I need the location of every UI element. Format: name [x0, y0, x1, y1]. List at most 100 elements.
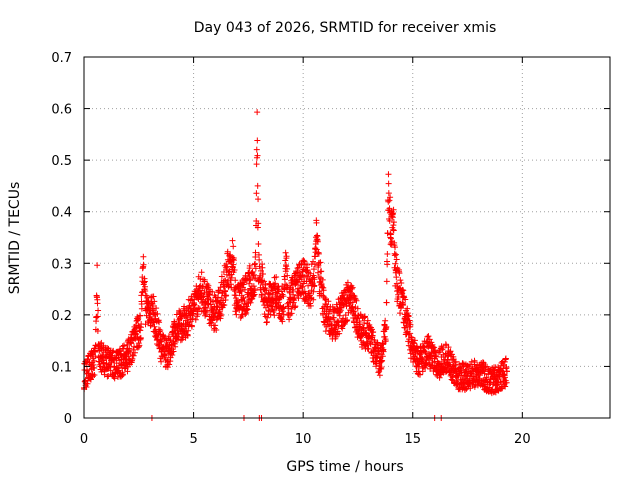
data-point	[377, 354, 384, 361]
data-point	[221, 302, 228, 309]
data-point	[419, 368, 426, 375]
data-point	[413, 363, 420, 370]
y-tick-label: 0.4	[51, 206, 72, 221]
data-point	[433, 353, 440, 360]
data-point	[344, 279, 351, 286]
data-point	[94, 300, 101, 307]
data-point	[392, 251, 399, 258]
data-point	[440, 344, 447, 351]
data-point	[405, 313, 412, 320]
data-point	[337, 307, 344, 314]
data-point	[104, 373, 111, 380]
data-point	[387, 241, 394, 248]
data-point	[318, 268, 325, 275]
data-point	[340, 315, 347, 322]
data-point	[156, 319, 163, 326]
data-point	[247, 276, 254, 283]
data-point	[393, 274, 400, 281]
data-point	[387, 194, 394, 201]
data-point	[310, 288, 317, 295]
data-point	[242, 311, 249, 318]
data-point	[246, 262, 253, 269]
data-points	[81, 109, 510, 397]
data-point	[286, 288, 293, 295]
data-point	[481, 370, 488, 377]
data-point	[84, 380, 91, 387]
data-point	[84, 356, 91, 363]
data-point	[194, 311, 201, 318]
data-point	[290, 286, 297, 293]
x-tick-label: 10	[295, 432, 312, 447]
data-point	[217, 312, 224, 319]
data-point	[379, 357, 386, 364]
data-point	[436, 349, 443, 356]
data-point	[280, 304, 287, 311]
data-point	[447, 348, 454, 355]
data-point	[280, 293, 287, 300]
data-point	[350, 292, 357, 299]
data-point	[304, 261, 311, 268]
data-point	[336, 330, 343, 337]
data-point	[107, 367, 114, 374]
data-point	[382, 317, 389, 324]
data-point	[126, 345, 133, 352]
data-point	[232, 277, 239, 284]
data-point	[390, 206, 397, 213]
data-point	[339, 325, 346, 332]
data-point	[390, 219, 397, 226]
data-point	[170, 339, 177, 346]
data-point	[257, 267, 264, 274]
data-point	[319, 276, 326, 283]
data-point	[354, 305, 361, 312]
data-point	[314, 238, 321, 245]
data-point	[188, 323, 195, 330]
data-point	[139, 289, 146, 296]
data-point	[320, 311, 327, 318]
data-point	[445, 344, 452, 351]
x-axis-ticks: 0 5 10 15 20	[80, 57, 531, 447]
data-point	[218, 273, 225, 280]
data-point	[89, 373, 96, 380]
data-point	[502, 355, 509, 362]
data-point	[422, 348, 429, 355]
data-point	[263, 299, 270, 306]
data-point	[151, 323, 158, 330]
data-point	[202, 304, 209, 311]
data-point	[299, 283, 306, 290]
data-point	[172, 343, 179, 350]
data-point	[297, 272, 304, 279]
data-point	[390, 210, 397, 217]
data-point	[216, 308, 223, 315]
chart-title: Day 043 of 2026, SRMTID for receiver xmi…	[194, 20, 497, 36]
data-point	[247, 299, 254, 306]
data-point	[281, 273, 288, 280]
data-point	[360, 326, 367, 333]
data-point	[400, 287, 407, 294]
data-point	[467, 385, 474, 392]
data-point	[98, 368, 105, 375]
data-point	[95, 307, 102, 314]
y-tick-label: 0.7	[51, 51, 72, 66]
data-point	[276, 294, 283, 301]
data-point	[361, 313, 368, 320]
data-point	[217, 298, 224, 305]
data-point	[301, 288, 308, 295]
data-point	[411, 337, 418, 344]
data-point	[229, 237, 236, 244]
data-point	[322, 296, 329, 303]
data-point	[201, 276, 208, 283]
data-point	[141, 278, 148, 285]
data-point	[237, 280, 244, 287]
data-point	[356, 317, 363, 324]
data-point	[230, 257, 237, 264]
data-point	[252, 265, 259, 272]
data-point	[393, 280, 400, 287]
data-point	[230, 243, 237, 250]
data-point	[241, 286, 248, 293]
data-point	[348, 285, 355, 292]
data-point	[92, 353, 99, 360]
data-point	[275, 299, 282, 306]
data-point	[503, 379, 510, 386]
data-point	[486, 379, 493, 386]
